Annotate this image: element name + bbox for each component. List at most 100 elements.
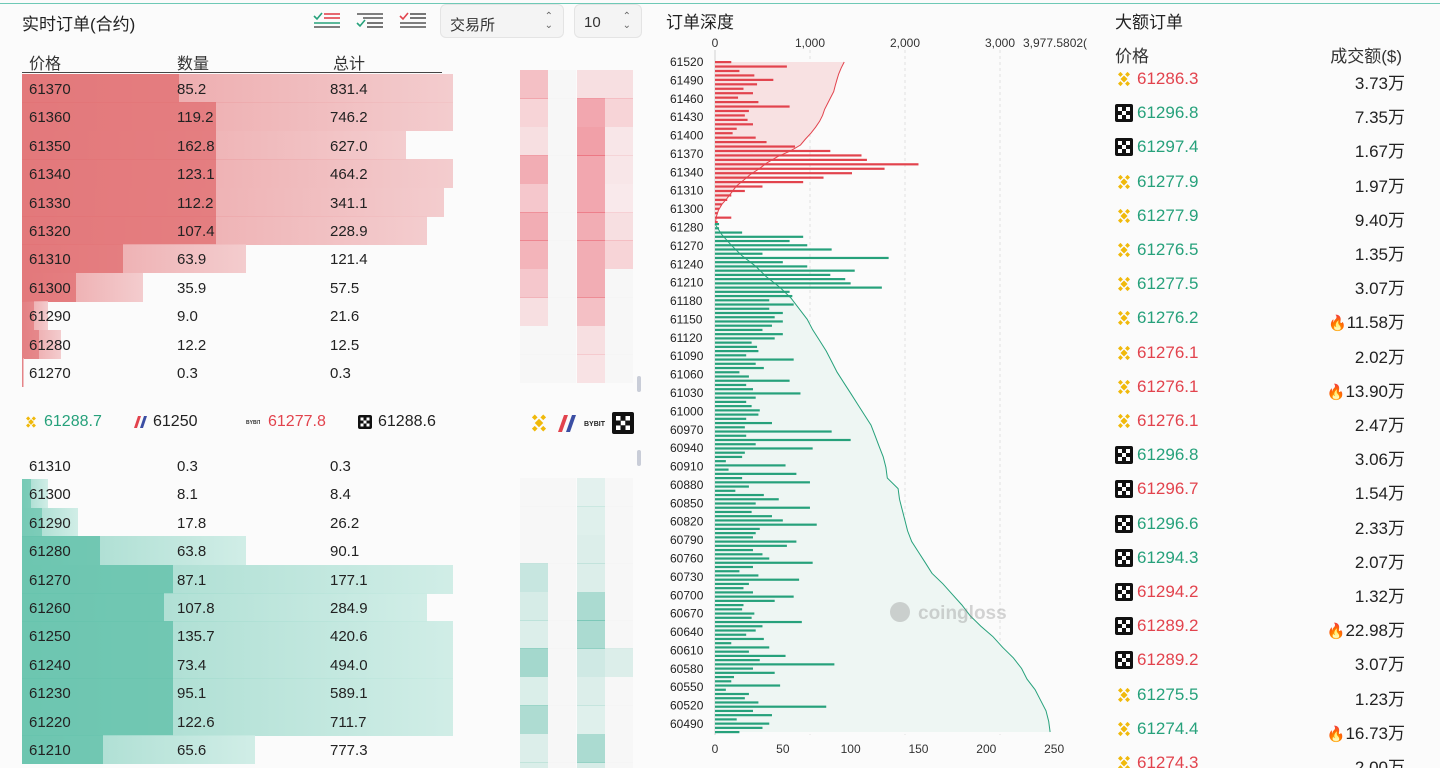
large-order-row[interactable]: 61276.1 2.02万 [1115,337,1405,367]
ask-depth-bar [715,145,796,148]
large-order-row[interactable]: 61286.3 3.73万 [1115,63,1405,93]
bid-row[interactable]: 61250 135.7 420.6 [22,621,453,651]
bid-row[interactable]: 61260 107.8 284.9 [22,593,453,622]
large-orders-title: 大额订单 [1115,13,1183,32]
row-qty: 17.8 [177,514,207,532]
row-total: 711.7 [330,713,367,731]
ask-row[interactable]: 61340 123.1 464.2 [22,159,453,189]
large-order-amount-value: 1.97万 [1354,176,1405,196]
price-axis-label: 60670 [670,607,704,621]
bid-row[interactable]: 61240 73.4 494.0 [22,649,453,679]
bid-row[interactable]: 61280 63.8 90.1 [22,536,453,566]
ask-row[interactable]: 61350 162.8 627.0 [22,130,453,160]
row-total: 627.0 [330,137,368,155]
view-asks-icon[interactable] [398,10,428,32]
heatmap-cell [605,762,633,768]
bid-depth-bar [715,633,747,636]
large-order-row[interactable]: 61296.7 1.54万 [1115,473,1405,503]
qty-depth-bar [22,74,180,103]
bid-row[interactable]: 61290 17.8 26.2 [22,507,453,537]
okx-icon [1115,548,1133,567]
large-order-row[interactable]: 61277.5 3.07万 [1115,268,1405,298]
bybit-icon[interactable]: BYBIT [584,412,606,434]
ask-row[interactable]: 61360 119.2 746.2 [22,102,453,132]
bid-row[interactable]: 61220 122.6 711.7 [22,706,453,736]
price-axis-label: 61300 [670,202,704,216]
bid-depth-bar [715,578,800,581]
large-order-row[interactable]: 61276.1 🔥13.90万 [1115,371,1405,401]
large-order-row[interactable]: 61275.5 1.23万 [1115,679,1405,709]
row-qty: 9.0 [177,308,198,326]
ask-row[interactable]: 61320 107.4 228.9 [22,216,453,245]
ask-row[interactable]: 61270 0.3 0.3 [22,358,453,387]
large-order-amount-value: 1.32万 [1354,587,1405,606]
price-axis-label: 60610 [670,643,704,657]
large-order-row[interactable]: 61294.2 1.32万 [1115,576,1405,606]
bid-row[interactable]: 61310 0.3 0.3 [22,451,453,479]
heatmap-cell [577,268,605,298]
heatmap-cell [605,648,633,678]
large-order-row[interactable]: 61277.9 1.97万 [1115,166,1405,196]
qty-depth-bar [22,244,123,274]
select-caret-icon: ⌃ ⌄ [544,11,553,31]
qty-depth-bar [22,479,32,509]
large-order-row[interactable]: 61296.6 2.33万 [1115,508,1405,538]
ask-row[interactable]: 61310 63.9 121.4 [22,244,453,274]
heatmap-cell [520,98,548,128]
large-order-row[interactable]: 61294.3 2.07万 [1115,542,1405,572]
large-order-row[interactable]: 61276.2 🔥11.58万 [1115,302,1405,332]
bid-depth-bar [715,261,783,264]
bid-row[interactable]: 61270 87.1 177.1 [22,564,453,594]
large-order-row[interactable]: 61296.8 3.06万 [1115,439,1405,469]
bottom-tick-label: 50 [776,742,790,756]
large-order-row[interactable]: 61274.4 🔥16.73万 [1115,713,1405,743]
heatmap-cell [520,325,548,355]
large-order-amount: 1.32万 [1355,582,1405,607]
bottom-tick-label: 200 [976,742,996,756]
ask-depth-bar [715,61,732,64]
qty-depth-bar [22,187,216,217]
bid-row[interactable]: 61210 65.6 777.3 [22,735,453,764]
ask-row[interactable]: 61280 12.2 12.5 [22,329,453,359]
scrollbar-thumb[interactable] [637,450,641,466]
header-divider [22,72,442,73]
row-price: 61230 [29,685,71,703]
okx-icon[interactable] [612,412,634,434]
ask-row[interactable]: 61300 35.9 57.5 [22,272,453,302]
large-order-row[interactable]: 61276.1 2.47万 [1115,405,1405,435]
bid-row[interactable]: 61230 95.1 589.1 [22,678,453,708]
view-bids-icon[interactable] [355,10,385,32]
heatmap-cell [520,506,548,536]
heatmap-cell [605,240,633,270]
binance-icon [1117,208,1131,223]
ask-row[interactable]: 61330 112.2 341.1 [22,187,453,217]
large-order-amount-value: 2.02万 [1354,347,1405,367]
heatmap-cell [605,354,633,383]
bitmex-icon[interactable] [556,412,578,434]
binance-icon[interactable] [528,412,550,434]
bid-row[interactable]: 61300 8.1 8.4 [22,479,453,509]
depth-select[interactable]: 10 ⌃ ⌄ [574,4,642,38]
large-order-row[interactable]: 61297.4 1.67万 [1115,131,1405,161]
price-axis-label: 60490 [670,717,704,731]
bid-depth-bar [715,477,743,480]
heatmap-cell [520,183,548,213]
bid-depth-bar [715,434,747,437]
row-total: 341.1 [330,194,368,212]
large-order-price: 61294.2 [1137,582,1199,601]
large-order-row[interactable]: 61274.3 2.00万 [1115,747,1405,768]
bid-depth-bar [715,625,763,628]
ask-row[interactable]: 61290 9.0 21.6 [22,301,453,331]
ask-row[interactable]: 61370 85.2 831.4 [22,74,453,103]
exchange-select[interactable]: 交易所 ⌃ ⌄ [440,4,564,38]
large-order-row[interactable]: 61276.5 1.35万 [1115,234,1405,264]
view-both-icon[interactable] [312,10,342,32]
large-order-row[interactable]: 61277.9 9.40万 [1115,200,1405,230]
row-price: 61360 [29,109,71,127]
large-order-row[interactable]: 61296.8 7.35万 [1115,97,1405,127]
large-order-row[interactable]: 61289.2 🔥22.98万 [1115,610,1405,640]
scrollbar-thumb[interactable] [637,376,641,392]
large-order-row[interactable]: 61289.2 3.07万 [1115,644,1405,674]
large-order-price: 61286.3 [1137,69,1199,88]
bid-depth-bar [715,358,794,361]
